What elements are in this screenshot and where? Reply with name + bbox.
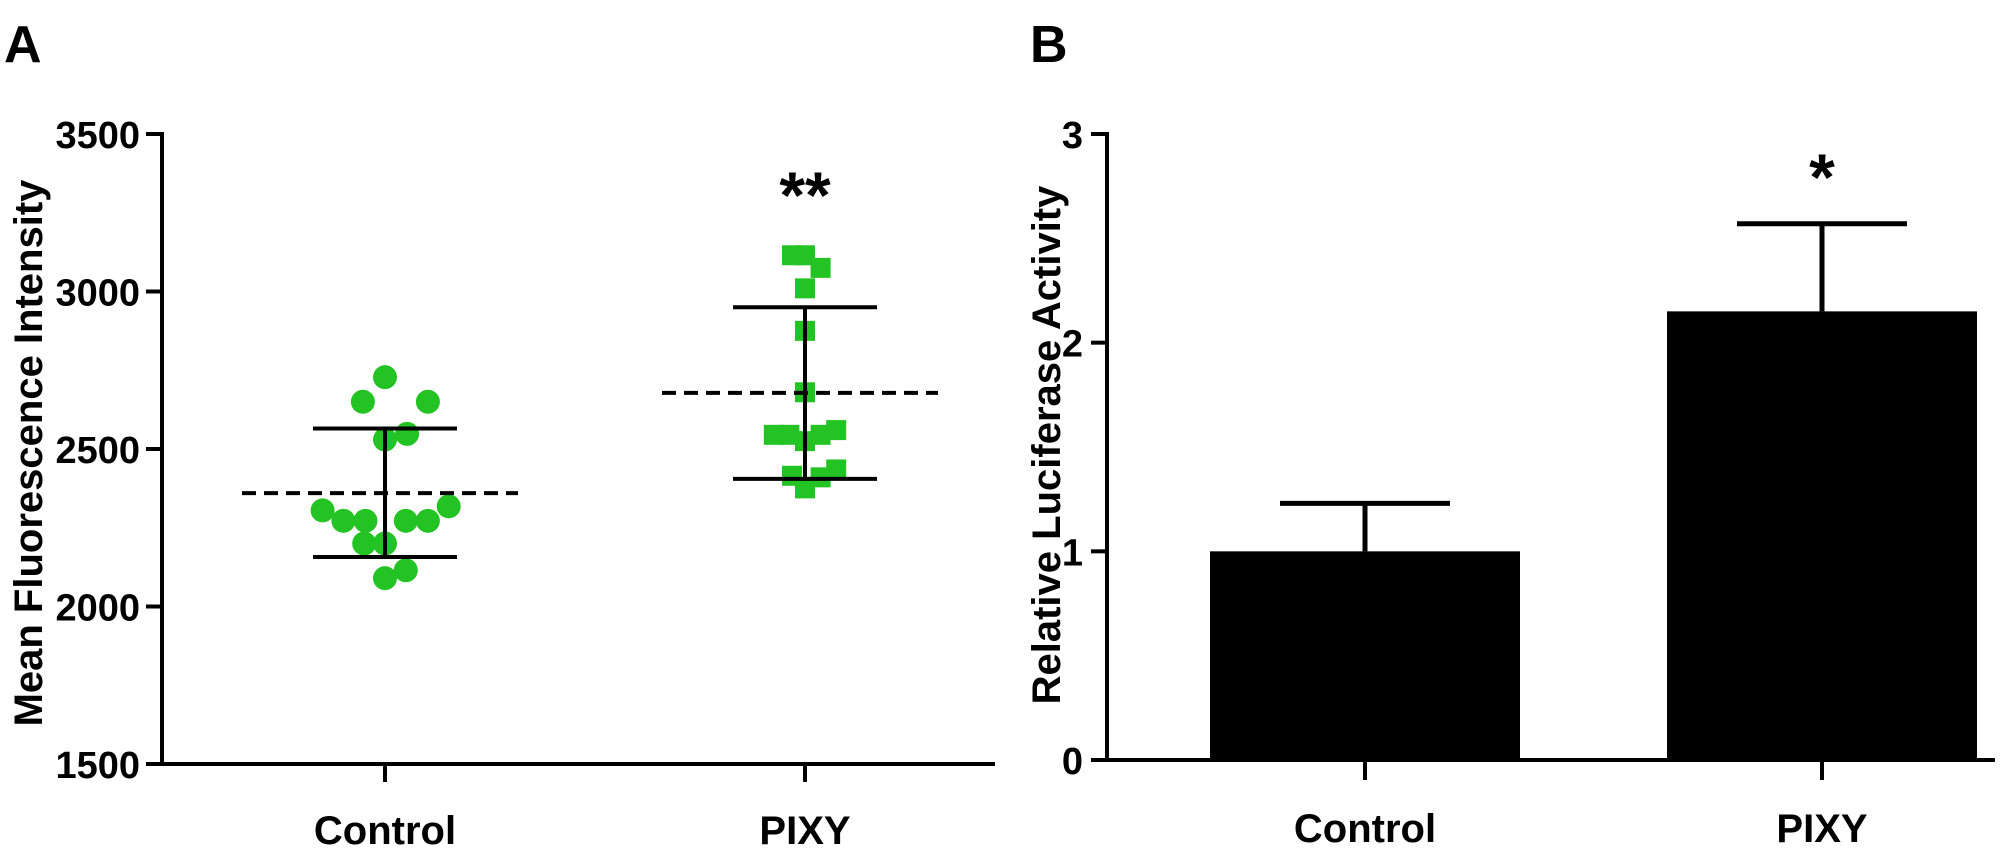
panel-a-x-ticks: Control PIXY — [314, 764, 851, 853]
panel-a-point-control — [436, 494, 461, 519]
panel-a-point-control — [393, 508, 418, 533]
panel-a-label: A — [4, 16, 42, 74]
panel-b-bar-chart: B Relative Luciferase Activity 0 1 2 3 Cont… — [1025, 16, 1995, 851]
panel-b-y-tick-label: 3 — [1062, 115, 1083, 157]
panel-a-point-pixy — [826, 459, 847, 480]
panel-a-point-pixy — [810, 424, 831, 445]
panel-a-point-control — [395, 421, 420, 446]
panel-b-significance: * — [1809, 140, 1835, 214]
panel-a-x-tick-label: PIXY — [759, 809, 850, 853]
panel-b-error-bars — [1280, 221, 1907, 552]
panel-b-bars — [1210, 311, 1977, 760]
panel-b-y-tick-label: 1 — [1062, 532, 1083, 574]
panel-a-data-points — [310, 245, 847, 591]
panel-b-x-tick-label: PIXY — [1776, 807, 1867, 851]
panel-a-y-ticks: 1500 2000 2500 3000 3500 — [55, 115, 162, 787]
panel-a-point-pixy — [810, 257, 831, 278]
panel-a-y-tick-label: 3000 — [55, 273, 140, 315]
panel-a-y-tick-label: 3500 — [55, 115, 140, 157]
panel-a-point-pixy — [795, 478, 815, 499]
panel-a-point-pixy — [826, 420, 847, 441]
panel-a-point-pixy — [779, 424, 800, 445]
panel-a-point-pixy — [795, 278, 815, 299]
panel-a-axes — [160, 132, 995, 766]
panel-a-x-tick-label: Control — [314, 809, 456, 853]
panel-a-y-axis-label: Mean Fluorescence Intensity — [7, 179, 51, 727]
panel-b-significance-marker: * — [1809, 140, 1835, 214]
panel-b-x-ticks: Control PIXY — [1294, 760, 1868, 851]
panel-a-mean-sd-lines — [242, 305, 938, 560]
panel-b-y-axis-label: Relative Luciferase Activity — [1025, 185, 1069, 705]
panel-a-point-control — [352, 531, 377, 556]
panel-a-scatter-chart: A Mean Fluorescence Intensity 1500 2000 25… — [4, 16, 995, 853]
panel-a-significance-marker: ** — [779, 158, 831, 232]
panel-a-point-control — [415, 508, 440, 533]
panel-b-bar-pixy — [1667, 311, 1977, 760]
panel-a-point-pixy — [795, 245, 815, 266]
panel-a-point-control — [393, 558, 418, 583]
panel-a-point-control — [373, 566, 397, 591]
panel-b-label: B — [1030, 16, 1068, 74]
panel-a-point-control — [415, 389, 440, 414]
panel-a-y-tick-label: 2000 — [55, 588, 140, 630]
panel-a-significance: ** — [779, 158, 831, 232]
panel-a-point-pixy — [763, 424, 784, 445]
panel-b-bar-control — [1210, 551, 1520, 760]
panel-b-y-tick-label: 2 — [1062, 324, 1083, 366]
panel-a-point-control — [350, 389, 375, 414]
panel-a-point-control — [353, 508, 378, 533]
panel-a-point-control — [331, 508, 356, 533]
panel-a-point-control — [310, 498, 335, 523]
panel-b-y-tick-label: 0 — [1062, 741, 1083, 783]
panel-a-point-control — [373, 365, 397, 390]
panel-b-x-tick-label: Control — [1294, 807, 1436, 851]
panel-b-y-ticks: 0 1 2 3 — [1062, 115, 1107, 783]
panel-a-y-tick-label: 2500 — [55, 430, 140, 472]
panel-a-y-tick-label: 1500 — [55, 745, 140, 787]
